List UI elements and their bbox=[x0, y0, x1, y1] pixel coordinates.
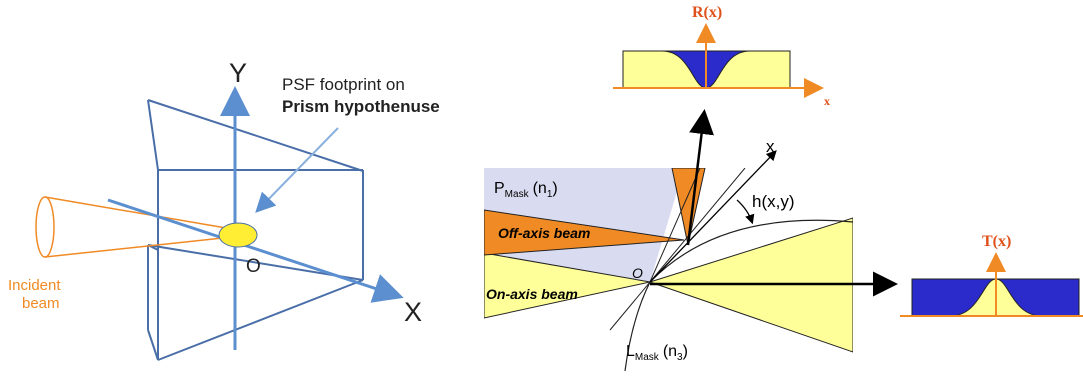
x-axis-label: X bbox=[404, 297, 422, 327]
incident-label-line1: Incident bbox=[8, 277, 61, 294]
psf-label-line1: PSF footprint on bbox=[282, 75, 405, 94]
prism-edges bbox=[147, 99, 364, 361]
reflection-line bbox=[649, 168, 701, 283]
reflected-beam bbox=[671, 168, 706, 246]
on-axis-beam-label: On-axis beam bbox=[486, 286, 578, 302]
psf-callout-arrow bbox=[255, 127, 339, 213]
on-axis-beam-left bbox=[484, 252, 651, 319]
incident-label-line2: beam bbox=[22, 295, 60, 312]
off-axis-beam-label: Off-axis beam bbox=[498, 225, 590, 241]
origin-label-right: O bbox=[632, 265, 643, 281]
l-mask-curve bbox=[624, 281, 651, 371]
interface-line bbox=[609, 168, 746, 331]
hxy-pointer bbox=[736, 199, 755, 225]
hxy-label: h(x,y) bbox=[752, 192, 795, 211]
psf-footprint bbox=[218, 222, 258, 248]
r-axis-label: x bbox=[824, 94, 830, 108]
interface-diagram: x h(x,y) O PMask (n1) LMask (n3) Off-axis … bbox=[484, 109, 898, 371]
x-axis-label-local: x bbox=[766, 137, 775, 156]
off-axis-beam bbox=[484, 209, 685, 256]
hxy-curve bbox=[649, 219, 853, 283]
t-title: T(x) bbox=[982, 233, 1011, 250]
prism-diagram: Y X O PSF footprint on Prism hypothenuse… bbox=[8, 58, 440, 361]
x-axis-arrow bbox=[107, 198, 404, 303]
y-axis-label: Y bbox=[229, 58, 247, 88]
reflected-arrow bbox=[686, 109, 714, 246]
local-x-axis bbox=[649, 150, 777, 283]
origin-label: O bbox=[246, 256, 261, 277]
psf-label-line2: Prism hypothenuse bbox=[282, 97, 440, 116]
transmission-profile: T(x) bbox=[900, 233, 1083, 317]
reflection-profile: R(x) x bbox=[613, 4, 830, 108]
l-mask-label: LMask (n3) bbox=[626, 343, 688, 363]
r-title: R(x) bbox=[692, 4, 722, 21]
incident-beam-cone bbox=[35, 196, 233, 258]
p-mask-label: PMask (n1) bbox=[494, 180, 558, 200]
